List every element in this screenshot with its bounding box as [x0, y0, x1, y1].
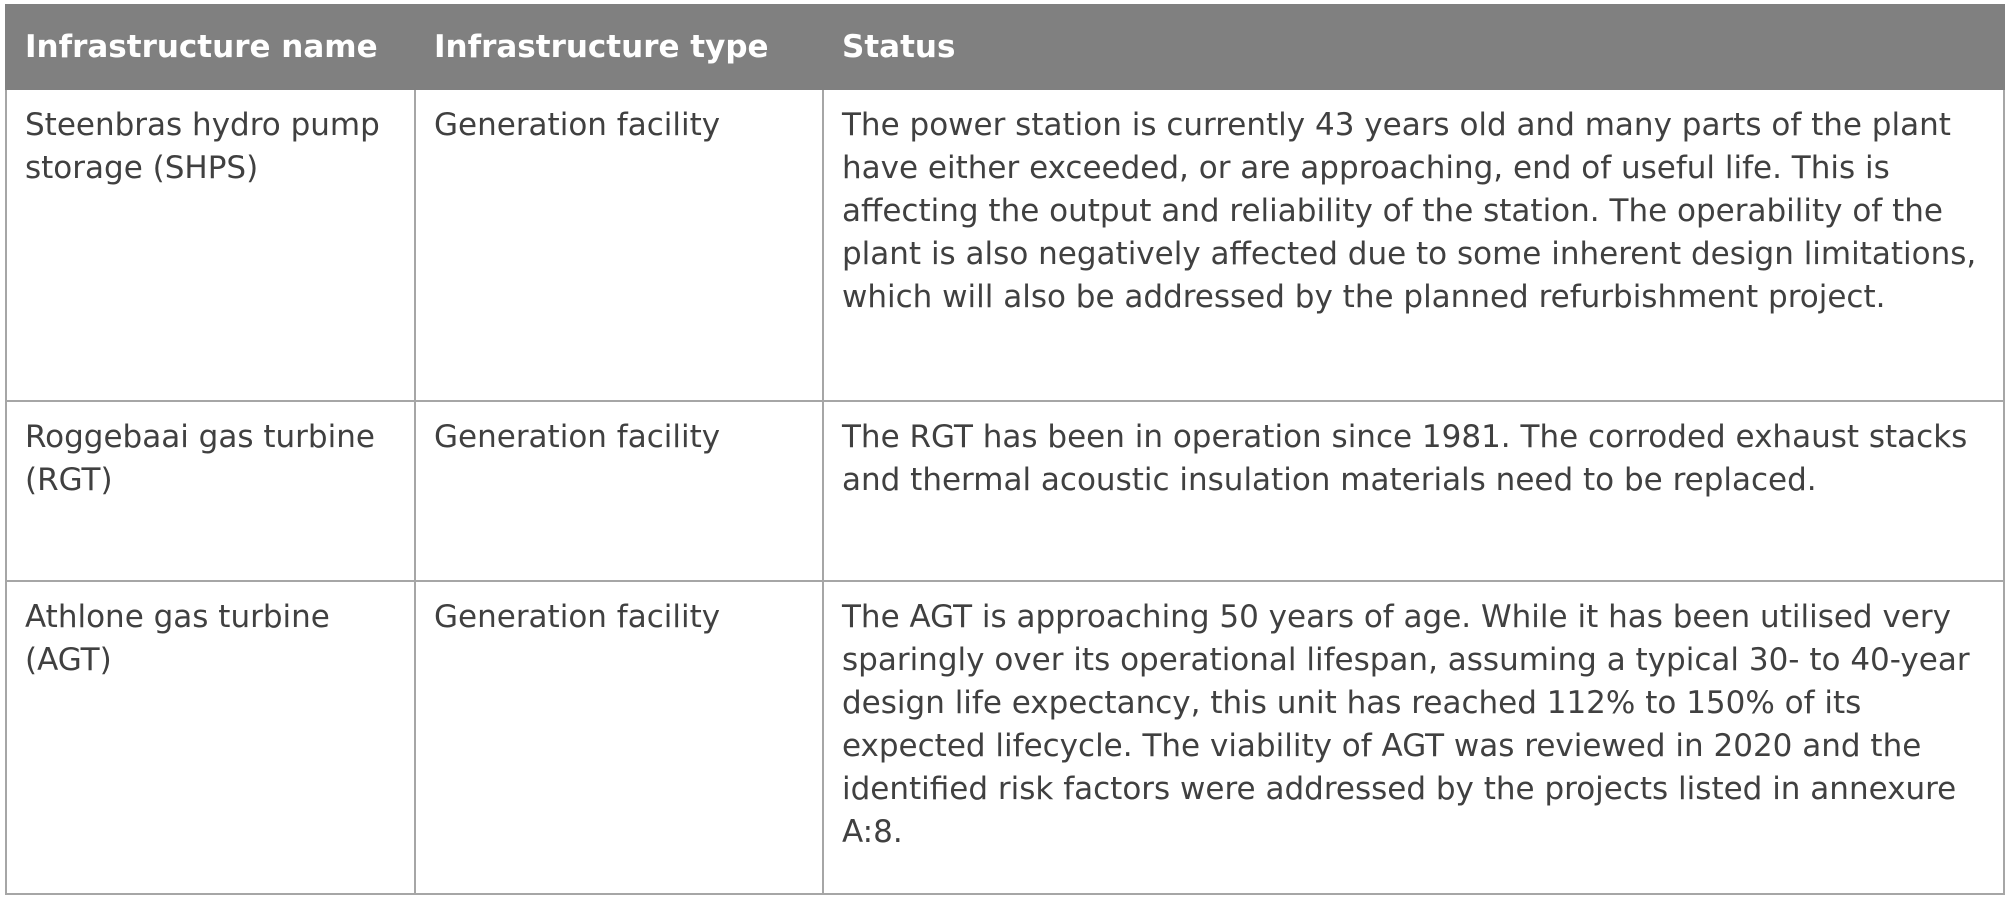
header-row: Infrastructure name Infrastructure type …: [5, 4, 2005, 90]
status-cell: The AGT is approaching 50 years of age. …: [822, 580, 2005, 895]
header-infrastructure-name: Infrastructure name: [5, 4, 416, 90]
infrastructure-type-cell: Generation facility: [414, 580, 824, 895]
infrastructure-name-cell: Steenbras hydro pump storage (SHPS): [5, 88, 416, 402]
infrastructure-type-cell: Generation facility: [414, 88, 824, 402]
table-body: Steenbras hydro pump storage (SHPS) Gene…: [5, 88, 2005, 895]
table-row: Athlone gas turbine (AGT) Generation fac…: [5, 580, 2005, 895]
table-row: Roggebaai gas turbine (RGT) Generation f…: [5, 400, 2005, 582]
infrastructure-name-cell: Athlone gas turbine (AGT): [5, 580, 416, 895]
status-cell: The RGT has been in operation since 1981…: [822, 400, 2005, 582]
infrastructure-status-table: Infrastructure name Infrastructure type …: [5, 4, 2005, 895]
table-row: Steenbras hydro pump storage (SHPS) Gene…: [5, 88, 2005, 402]
infrastructure-name-cell: Roggebaai gas turbine (RGT): [5, 400, 416, 582]
infrastructure-type-cell: Generation facility: [414, 400, 824, 582]
header-infrastructure-type: Infrastructure type: [414, 4, 824, 90]
status-cell: The power station is currently 43 years …: [822, 88, 2005, 402]
header-status: Status: [822, 4, 2005, 90]
table-header: Infrastructure name Infrastructure type …: [5, 4, 2005, 90]
